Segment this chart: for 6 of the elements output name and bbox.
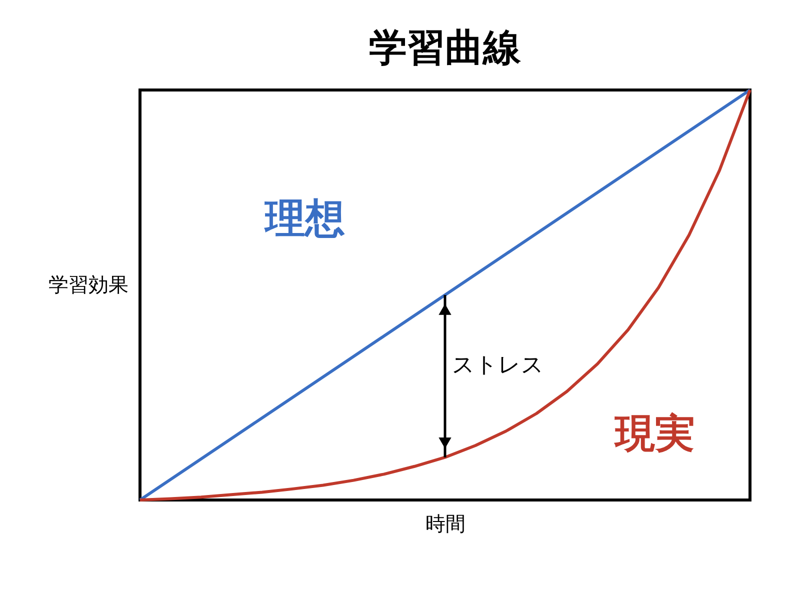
chart-title: 学習曲線 — [369, 26, 522, 70]
series-label: 現実 — [613, 411, 695, 457]
text: 理想 — [264, 196, 345, 242]
y-axis-title: 学習効果 — [48, 272, 128, 296]
annotation: ストレス — [452, 353, 544, 378]
x-axis-title: 時間 — [426, 512, 466, 536]
